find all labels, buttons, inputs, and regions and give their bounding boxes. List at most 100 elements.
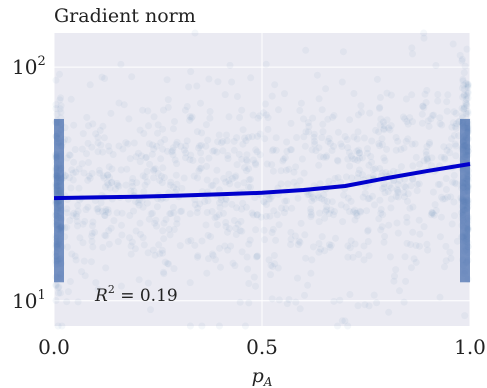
scatter-point <box>271 81 279 89</box>
scatter-point <box>461 62 469 70</box>
scatter-point <box>426 139 434 146</box>
scatter-point <box>171 118 178 125</box>
scatter-point <box>450 198 458 206</box>
scatter-point <box>72 256 80 264</box>
scatter-point <box>169 125 177 133</box>
scatter-point <box>238 248 246 256</box>
scatter-point <box>283 138 291 146</box>
scatter-point <box>170 226 178 233</box>
scatter-point <box>323 206 330 214</box>
scatter-point <box>441 155 449 163</box>
scatter-point <box>459 84 466 92</box>
scatter-point <box>233 93 241 100</box>
scatter-point <box>72 168 80 176</box>
scatter-point <box>432 62 440 69</box>
scatter-point <box>203 162 211 170</box>
scatter-point <box>340 191 348 199</box>
scatter-point <box>354 156 362 164</box>
scatter-point <box>64 288 72 296</box>
scatter-point <box>346 291 354 298</box>
scatter-point <box>74 222 81 230</box>
scatter-point <box>266 195 274 203</box>
scatter-point <box>52 101 60 109</box>
scatter-point <box>215 131 223 139</box>
scatter-point <box>88 169 96 177</box>
scatter-point <box>87 258 95 266</box>
scatter-point <box>167 210 175 217</box>
scatter-point <box>92 130 100 138</box>
scatter-point <box>375 215 383 223</box>
scatter-point <box>253 132 261 140</box>
scatter-point <box>249 211 257 219</box>
scatter-point <box>353 147 361 155</box>
scatter-point <box>236 114 244 121</box>
scatter-point <box>104 171 112 179</box>
scatter-point <box>364 145 371 153</box>
scatter-point <box>434 97 442 105</box>
scatter-point <box>160 174 168 181</box>
scatter-point <box>333 156 341 164</box>
scatter-point <box>211 214 219 222</box>
scatter-point <box>197 99 204 107</box>
scatter-point <box>260 226 268 234</box>
scatter-point <box>288 146 295 154</box>
scatter-point <box>427 115 435 123</box>
scatter-point <box>309 243 317 251</box>
x-axis-label: pA <box>252 365 273 388</box>
scatter-point <box>356 149 364 157</box>
scatter-point <box>155 241 163 249</box>
scatter-point <box>245 183 252 191</box>
scatter-point <box>338 317 346 325</box>
scatter-point <box>70 209 78 217</box>
scatter-point <box>355 251 363 258</box>
scatter-point <box>269 146 277 154</box>
scatter-point <box>393 186 401 194</box>
scatter-point <box>122 181 130 189</box>
scatter-point <box>74 201 82 209</box>
scatter-point <box>222 196 230 204</box>
scatter-point <box>96 127 104 134</box>
scatter-point <box>235 150 243 158</box>
scatter-point <box>428 154 436 162</box>
scatter-point <box>396 287 403 295</box>
scatter-point <box>245 133 253 141</box>
scatter-point <box>214 138 222 146</box>
scatter-point <box>136 126 144 134</box>
scatter-point <box>253 252 261 260</box>
scatter-point <box>330 112 338 119</box>
scatter-point <box>307 213 315 221</box>
scatter-point <box>428 162 435 170</box>
scatter-point <box>296 107 304 114</box>
scatter-point <box>338 143 346 150</box>
scatter-point <box>463 92 471 100</box>
scatter-point <box>412 258 420 266</box>
scatter-point <box>117 282 125 290</box>
scatter-point <box>92 279 100 287</box>
scatter-point <box>416 160 424 168</box>
scatter-point <box>159 164 167 172</box>
scatter-point <box>307 205 315 213</box>
scatter-point <box>169 151 177 159</box>
scatter-point <box>221 91 229 99</box>
scatter-point <box>302 128 310 136</box>
scatter-point <box>339 218 347 226</box>
scatter-point <box>423 143 431 151</box>
scatter-point <box>318 195 326 203</box>
scatter-point <box>464 110 472 117</box>
scatter-point <box>202 142 210 150</box>
scatter-point <box>408 91 416 99</box>
scatter-point <box>145 122 152 130</box>
scatter-point <box>330 211 337 219</box>
scatter-point <box>382 169 390 176</box>
scatter-point <box>160 219 168 227</box>
scatter-point <box>209 181 217 189</box>
scatter-point <box>232 172 240 180</box>
scatter-point <box>458 104 466 112</box>
scatter-point <box>225 177 233 184</box>
scatter-point <box>357 102 365 110</box>
scatter-point <box>79 220 87 228</box>
scatter-point <box>178 207 186 215</box>
scatter-point <box>381 157 389 165</box>
scatter-point <box>452 180 460 188</box>
scatter-point <box>449 119 457 127</box>
